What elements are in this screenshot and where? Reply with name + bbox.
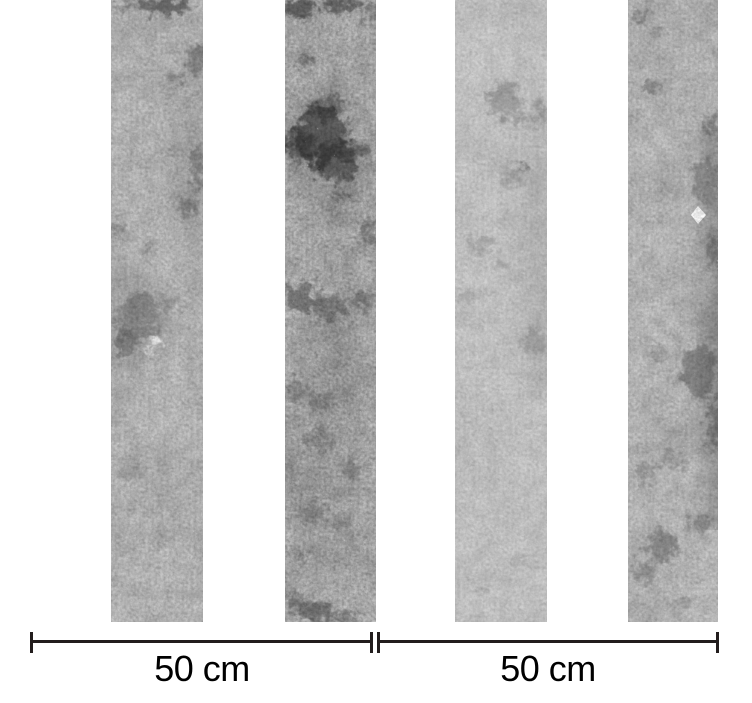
scale-bar-left-tick-end — [370, 632, 373, 653]
scale-bar-left-label: 50 cm — [154, 648, 250, 689]
sample-strip-4 — [628, 0, 718, 622]
scale-bar-right-tick-start — [377, 632, 380, 653]
sample-strip-3 — [455, 0, 547, 622]
scale-bar-left-tick-start — [30, 632, 33, 653]
sample-strip-2 — [285, 0, 376, 622]
scale-bar-right-line — [377, 640, 719, 643]
scale-bar-left-line — [31, 640, 373, 643]
sample-strips-image — [111, 0, 718, 622]
sample-strip-1 — [111, 0, 203, 622]
scale-bar-right-tick-end — [716, 632, 719, 653]
scale-bar-right-label: 50 cm — [500, 648, 596, 689]
